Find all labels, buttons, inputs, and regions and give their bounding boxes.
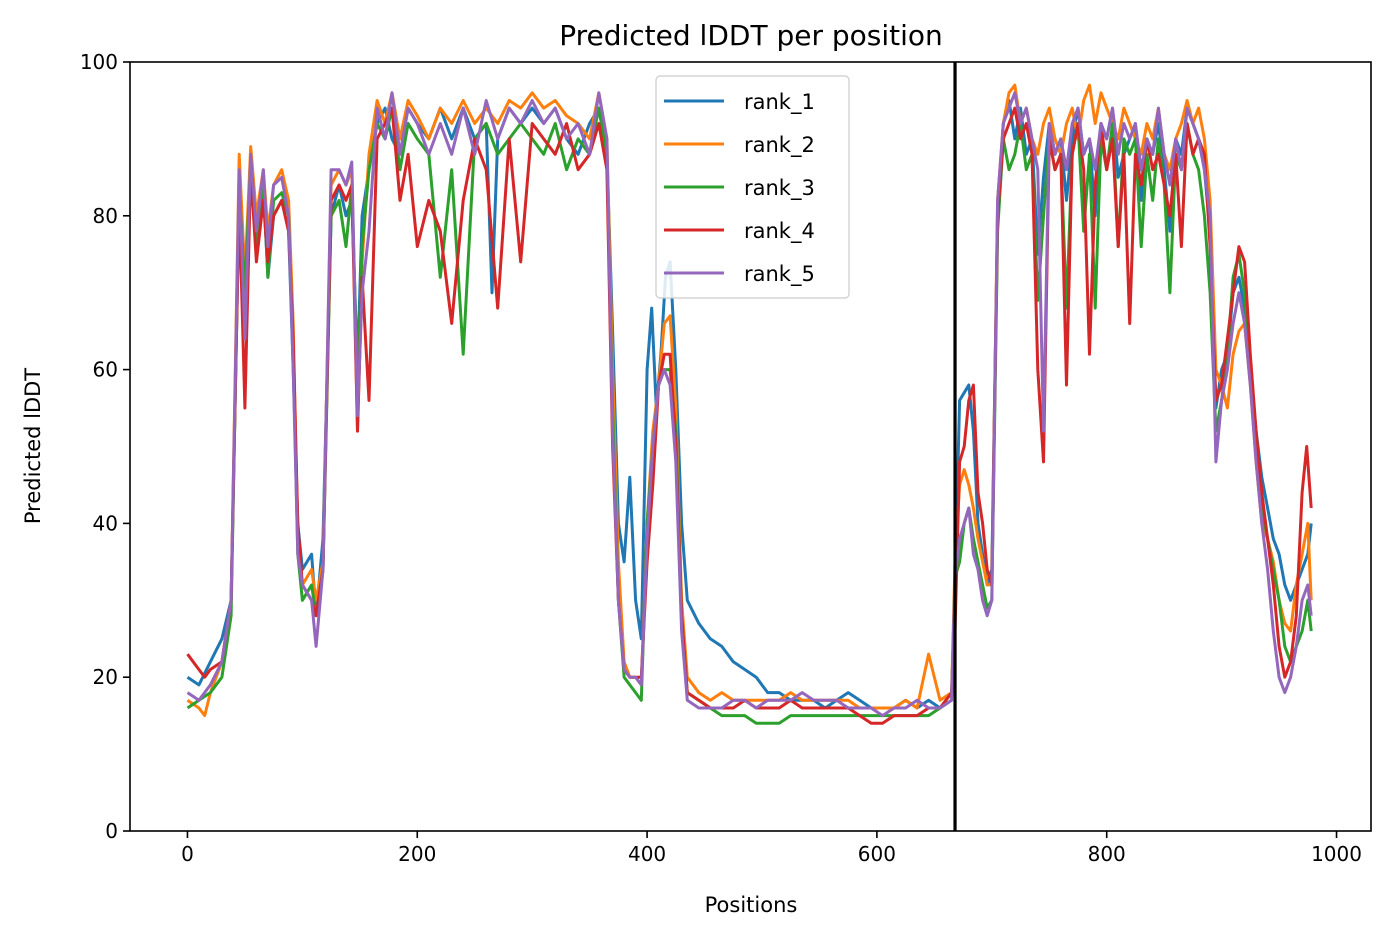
x-tick-label: 0 (181, 842, 194, 866)
y-tick-label: 60 (93, 358, 118, 382)
axes-frame (129, 61, 1372, 832)
legend-label-rank_3: rank_3 (744, 176, 815, 201)
y-tick-label: 100 (80, 50, 118, 74)
legend-label-rank_1: rank_1 (744, 90, 815, 115)
y-tick-label: 0 (105, 819, 118, 843)
x-tick-label: 400 (628, 842, 666, 866)
x-tick-label: 800 (1088, 842, 1126, 866)
y-axis: 0 20 40 60 80 100 (80, 50, 130, 843)
legend-box (655, 75, 850, 299)
x-tick-label: 200 (398, 842, 436, 866)
chart-title: Predicted lDDT per position (559, 19, 943, 52)
y-tick-label: 40 (93, 511, 118, 535)
x-axis: 0 200 400 600 800 1000 (181, 831, 1362, 866)
series-line-rank_5 (186, 91, 1313, 718)
legend-label-rank_2: rank_2 (744, 133, 815, 158)
x-tick-label: 1000 (1311, 842, 1362, 866)
legend-label-rank_5: rank_5 (744, 262, 815, 287)
y-tick-label: 80 (93, 204, 118, 228)
series-layer (186, 83, 1313, 725)
y-tick-label: 20 (93, 665, 118, 689)
x-axis-label: Positions (705, 893, 798, 917)
y-axis-label: Predicted lDDT (21, 368, 45, 524)
series-line-rank_3 (186, 106, 1313, 725)
legend-label-rank_4: rank_4 (744, 219, 815, 244)
x-tick-label: 600 (858, 842, 896, 866)
legend: rank_1 rank_2 rank_3 rank_4 rank_5 (655, 75, 850, 299)
